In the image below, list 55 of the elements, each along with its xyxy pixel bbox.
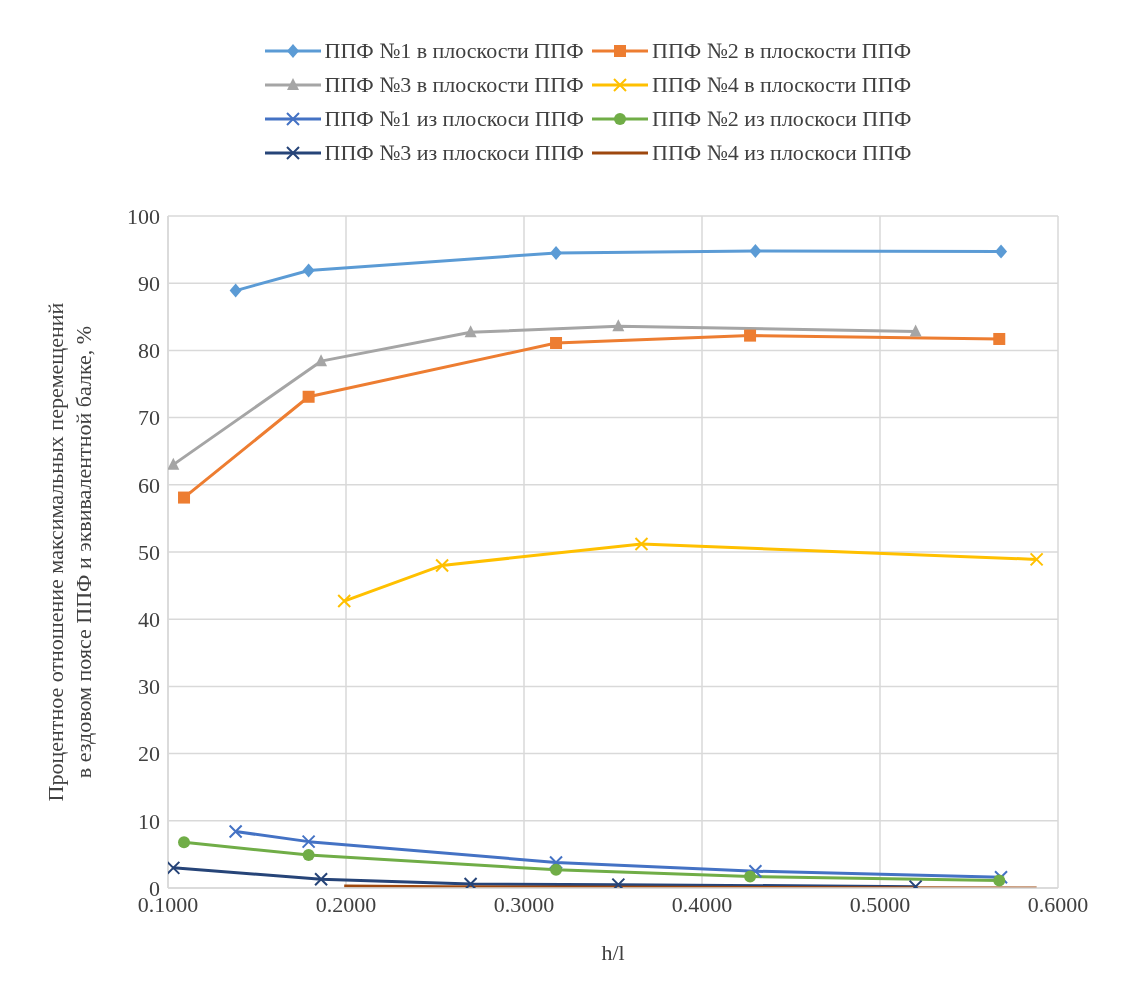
y-tick-label: 50	[138, 539, 160, 565]
point	[993, 874, 1006, 887]
legend-label: ППФ №2 в плоскости ППФ	[652, 38, 912, 64]
point	[314, 872, 329, 887]
point	[748, 864, 763, 879]
point	[749, 243, 762, 258]
y-axis-title: Процентное отношение максимальных перемещений в ездовом поясе ППФ и эквивалентной балке, %	[43, 302, 96, 802]
point	[744, 329, 757, 342]
point	[993, 332, 1006, 345]
point	[464, 325, 477, 338]
point	[178, 836, 191, 849]
x-tick-label: 0.5000	[849, 891, 911, 917]
point	[178, 491, 191, 504]
point	[550, 337, 563, 350]
point	[909, 324, 922, 337]
x-tick-label: 0.4000	[671, 891, 733, 917]
y-tick-label: 100	[127, 203, 160, 229]
point	[302, 849, 315, 862]
y-tick-label: 90	[138, 271, 160, 297]
point	[1029, 552, 1044, 567]
legend-label: ППФ №2 из плоскоси ППФ	[652, 106, 912, 132]
legend-label: ППФ №1 из плоскоси ППФ	[324, 106, 584, 132]
y-tick-label: 30	[138, 674, 160, 700]
point	[435, 558, 450, 573]
point	[612, 319, 625, 332]
point	[168, 860, 181, 875]
y-tick-label: 60	[138, 472, 160, 498]
x-axis-title: h/l	[601, 940, 625, 965]
point	[337, 594, 352, 609]
y-tick-label: 20	[138, 741, 160, 767]
point	[744, 870, 757, 883]
point	[168, 457, 180, 470]
point	[550, 863, 563, 876]
legend-label: ППФ №3 из плоскоси ППФ	[324, 140, 584, 166]
point	[228, 824, 243, 839]
point	[995, 244, 1008, 259]
legend-label: ППФ №3 в плоскости ППФ	[324, 72, 584, 98]
legend-label: ППФ №4 в плоскости ППФ	[652, 72, 912, 98]
y-tick-label: 40	[138, 607, 160, 633]
legend-label: ППФ №1 в плоскости ППФ	[324, 38, 584, 64]
point	[634, 536, 649, 551]
y-tick-label: 80	[138, 338, 160, 364]
y-tick-label: 10	[138, 808, 160, 834]
point	[302, 390, 315, 403]
x-tick-label: 0.2000	[315, 891, 377, 917]
point	[315, 354, 328, 367]
legend-label: ППФ №4 из плоскоси ППФ	[652, 140, 912, 166]
point	[302, 263, 315, 278]
point	[463, 876, 478, 888]
point	[301, 834, 316, 849]
x-tick-label: 0.3000	[493, 891, 555, 917]
point	[229, 283, 242, 298]
x-tick-label: 0.6000	[1027, 891, 1089, 917]
point	[550, 245, 563, 260]
y-tick-label: 70	[138, 405, 160, 431]
